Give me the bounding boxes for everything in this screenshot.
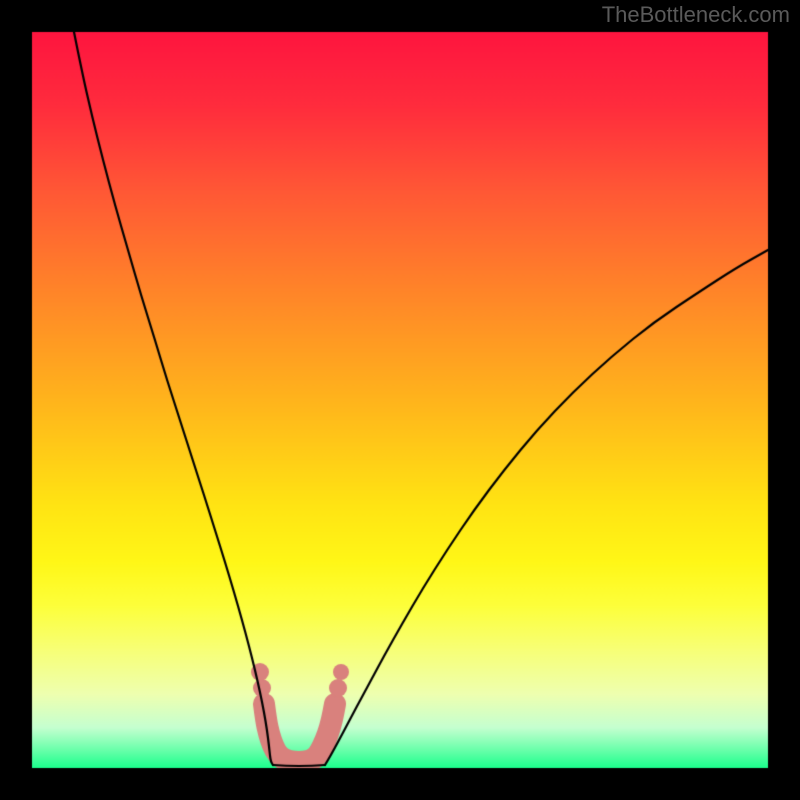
bottleneck-chart-canvas [0,0,800,800]
chart-root: TheBottleneck.com [0,0,800,800]
watermark-text: TheBottleneck.com [602,2,790,28]
